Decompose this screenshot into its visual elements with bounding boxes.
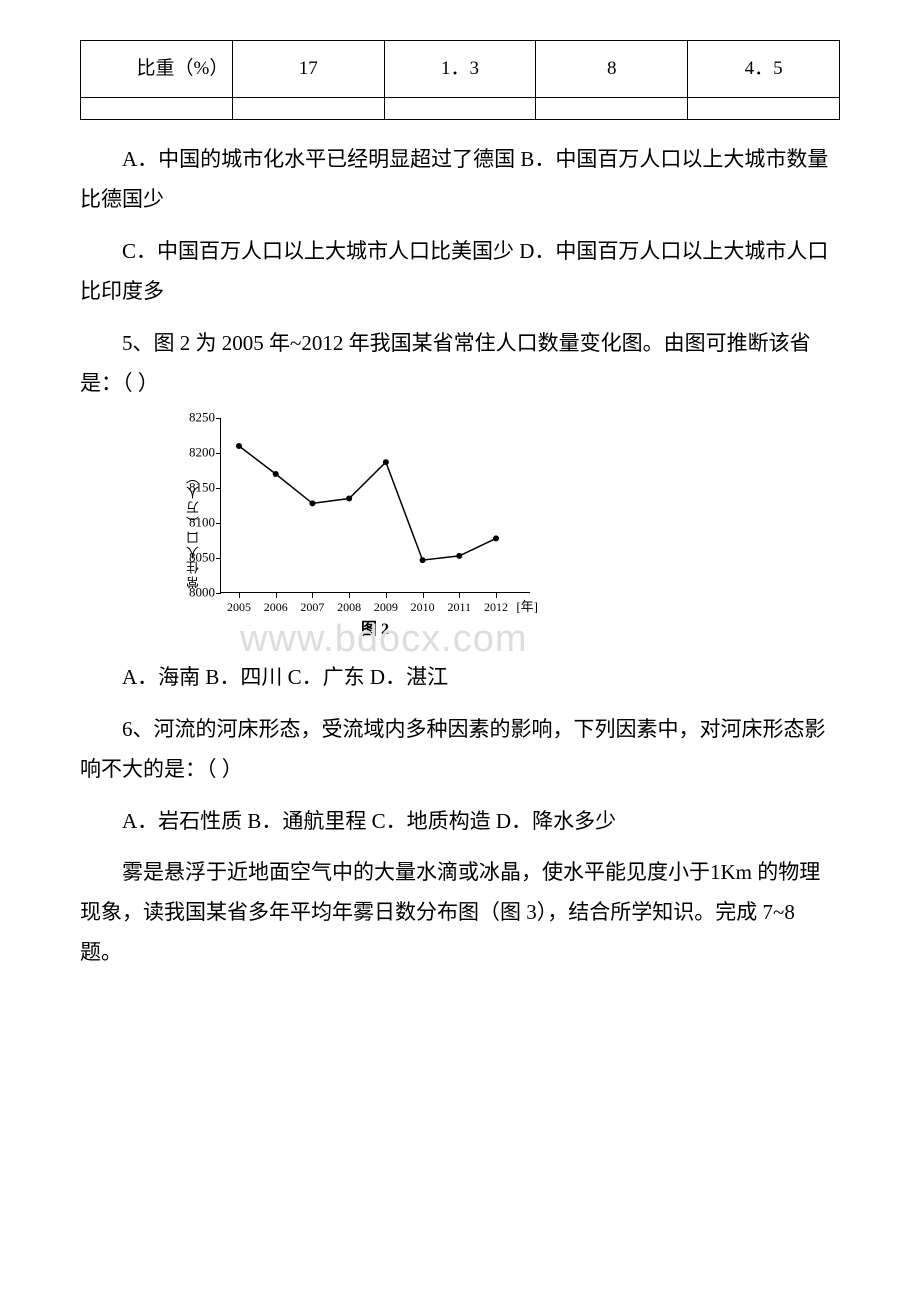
data-point (346, 496, 352, 502)
x-tick (276, 593, 277, 598)
y-tick (216, 488, 221, 489)
y-tick (216, 558, 221, 559)
q6-options: A．岩石性质 B．通航里程 C．地质构造 D．降水多少 (80, 802, 840, 842)
x-tick-label: 2010 (411, 596, 435, 619)
y-tick (216, 418, 221, 419)
q4-options-line2: C．中国百万人口以上大城市人口比美国少 D．中国百万人口以上大城市人口比印度多 (80, 232, 840, 312)
x-tick-label: 2012 (484, 596, 508, 619)
line-chart-svg (221, 418, 531, 593)
x-tick (312, 593, 313, 598)
row-label: 比重（%） (81, 41, 233, 98)
data-point (383, 460, 389, 466)
q4-options-line1: A．中国的城市化水平已经明显超过了德国 B．中国百万人口以上大城市数量比德国少 (80, 140, 840, 220)
table-empty-row (81, 98, 840, 120)
y-tick-label: 8100 (189, 511, 215, 536)
q5-options: A．海南 B．四川 C．广东 D．湛江 (80, 658, 840, 698)
x-tick-label: 2011 (448, 596, 472, 619)
data-line (239, 446, 496, 560)
q6-stem: 6、河流的河床形态，受流域内多种因素的影响，下列因素中，对河床形态影响不大的是：… (80, 710, 840, 790)
data-point (420, 558, 426, 564)
population-chart: 常住人口（万人） 800080508100815082008250 200520… (180, 418, 530, 645)
x-tick-label: 2006 (264, 596, 288, 619)
chart-plot-area: 800080508100815082008250 200520062007200… (220, 418, 530, 593)
data-point (493, 536, 499, 542)
x-tick-label: 2008 (337, 596, 361, 619)
cell-2: 8 (536, 41, 688, 98)
q7-intro: 雾是悬浮于近地面空气中的大量水滴或冰晶，使水平能见度小于1Km 的物理现象，读我… (80, 853, 840, 973)
x-tick (496, 593, 497, 598)
empty-cell (81, 98, 233, 120)
x-tick (239, 593, 240, 598)
empty-cell (536, 98, 688, 120)
y-tick (216, 453, 221, 454)
data-point (273, 471, 279, 477)
x-tick (423, 593, 424, 598)
empty-cell (688, 98, 840, 120)
q5-stem: 5、图 2 为 2005 年~2012 年我国某省常住人口数量变化图。由图可推断… (80, 324, 840, 404)
cell-3: 4．5 (688, 41, 840, 98)
y-tick-label: 8050 (189, 546, 215, 571)
cell-1: 1．3 (384, 41, 536, 98)
data-point (309, 501, 315, 507)
x-tick (349, 593, 350, 598)
x-tick-label: 2007 (300, 596, 324, 619)
table-row: 比重（%） 17 1．3 8 4．5 (81, 41, 840, 98)
x-tick (386, 593, 387, 598)
data-table: 比重（%） 17 1．3 8 4．5 (80, 40, 840, 120)
y-tick (216, 523, 221, 524)
y-tick-label: 8000 (189, 581, 215, 606)
y-tick (216, 593, 221, 594)
empty-cell (384, 98, 536, 120)
x-tick-label: 2009 (374, 596, 398, 619)
x-tick-label: 2005 (227, 596, 251, 619)
chart-caption: 图 2 (220, 615, 530, 645)
x-tick (459, 593, 460, 598)
data-point (236, 443, 242, 449)
y-tick-label: 8200 (189, 441, 215, 466)
y-tick-label: 8250 (189, 406, 215, 431)
x-axis-unit: [年] (516, 595, 538, 620)
empty-cell (232, 98, 384, 120)
cell-0: 17 (232, 41, 384, 98)
y-tick-label: 8150 (189, 476, 215, 501)
data-point (456, 553, 462, 559)
